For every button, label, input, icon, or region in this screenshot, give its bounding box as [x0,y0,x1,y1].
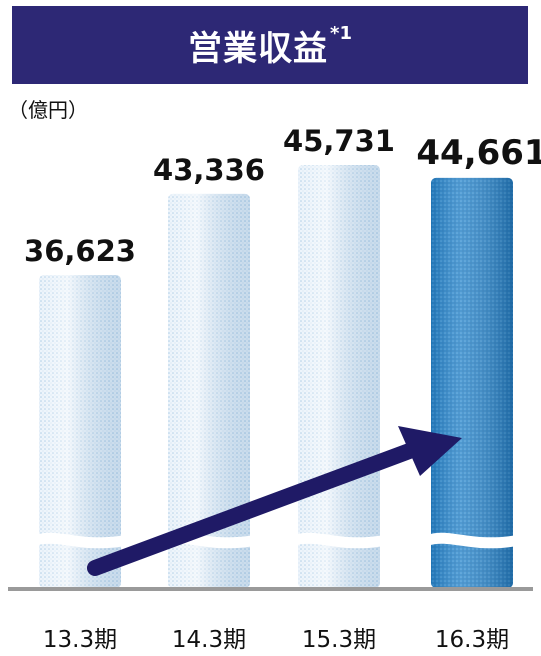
value-label: 36,623 [24,234,136,268]
bar-14.3期 [164,193,254,589]
axis-break [35,532,125,549]
bar-15.3期 [294,165,384,588]
category-label: 13.3期 [43,627,117,653]
axis-break [294,532,384,549]
baseline [8,587,533,591]
bar-shading [431,177,513,588]
value-label: 45,731 [283,124,395,158]
bar-shading [39,275,121,588]
axis-break [427,532,517,549]
bar-shading [298,165,380,588]
category-label: 15.3期 [302,627,376,653]
bar-13.3期 [35,275,125,588]
bar-shading [168,193,250,589]
value-label: 43,336 [153,153,265,187]
category-label: 14.3期 [172,627,246,653]
title-footnote-mark: *1 [330,22,352,44]
trend-arrow-head [398,426,462,476]
chart-title: 営業収益 [188,28,329,69]
category-label: 16.3期 [435,627,509,653]
trend-arrow-shaft [87,442,420,576]
unit-label: （億円） [8,98,88,122]
chart-title-bar: 営業収益 *1 [12,6,528,84]
bar-16.3期 [427,177,517,588]
value-label: 44,661 [416,133,541,173]
